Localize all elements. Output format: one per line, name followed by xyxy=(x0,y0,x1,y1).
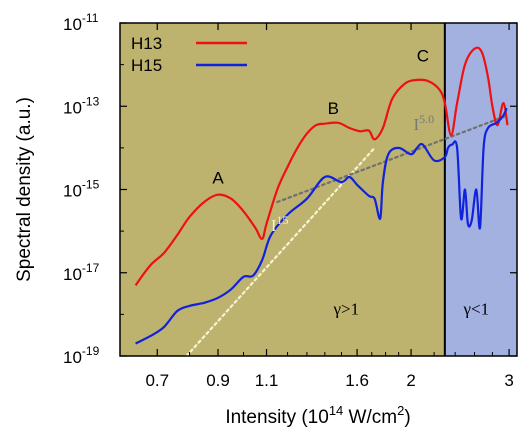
region-0-background xyxy=(120,23,445,356)
x-tick-label: 1.1 xyxy=(255,371,279,390)
x-axis-label: Intensity (1014 W/cm2) xyxy=(225,403,410,428)
y-tick-label: 10-15 xyxy=(63,178,100,201)
peak-label-A: A xyxy=(212,168,224,187)
plot-area xyxy=(134,46,509,356)
y-tick-label: 10-17 xyxy=(63,261,100,284)
x-tick-label: 0.7 xyxy=(145,371,169,390)
y-tick-label: 10-13 xyxy=(63,94,100,117)
series-H15-line xyxy=(135,107,508,345)
peak-label-B: B xyxy=(328,99,339,118)
fit-label-1: I5.0 xyxy=(413,112,434,134)
peak-label-C: C xyxy=(417,46,429,65)
y-axis-label: Spectral density (a.u.) xyxy=(14,97,35,282)
region-label-1: γ<1 xyxy=(463,299,490,318)
y-tick-label: 10-19 xyxy=(63,344,100,367)
y-tick-label: 10-11 xyxy=(63,11,99,34)
x-tick-label: 3 xyxy=(504,371,513,390)
x-tick-label: 2 xyxy=(406,371,415,390)
region-label-0: γ>1 xyxy=(332,299,359,318)
fit-label-0: I15 xyxy=(271,213,289,235)
legend-label-H13: H13 xyxy=(131,34,162,53)
series-H13-line xyxy=(134,46,509,286)
legend-label-H15: H15 xyxy=(131,56,162,75)
x-tick-label: 1.6 xyxy=(345,371,369,390)
x-tick-label: 0.9 xyxy=(206,371,230,390)
